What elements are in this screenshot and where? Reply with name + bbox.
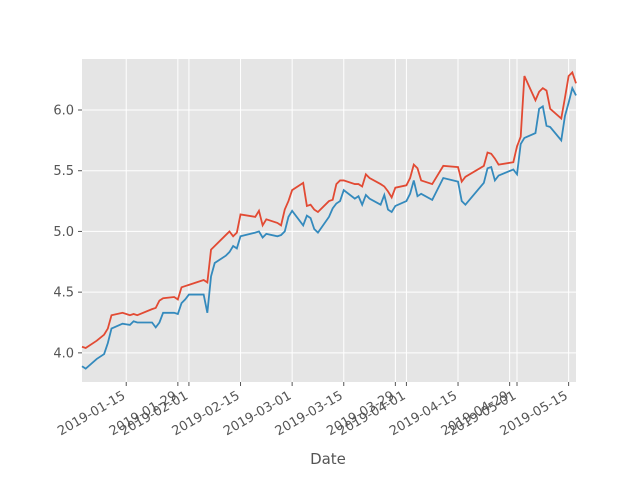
line-series	[81, 85, 577, 370]
plot-area	[82, 59, 576, 382]
y-tick-label: 5.0	[53, 225, 74, 240]
y-tick-label: 4.0	[53, 346, 74, 361]
x-axis-label: Date	[310, 450, 346, 468]
y-tick-label: 4.5	[53, 286, 74, 301]
y-tick-label: 6.0	[53, 104, 74, 119]
y-tick-label: 5.5	[53, 164, 74, 179]
line-series	[81, 70, 577, 349]
